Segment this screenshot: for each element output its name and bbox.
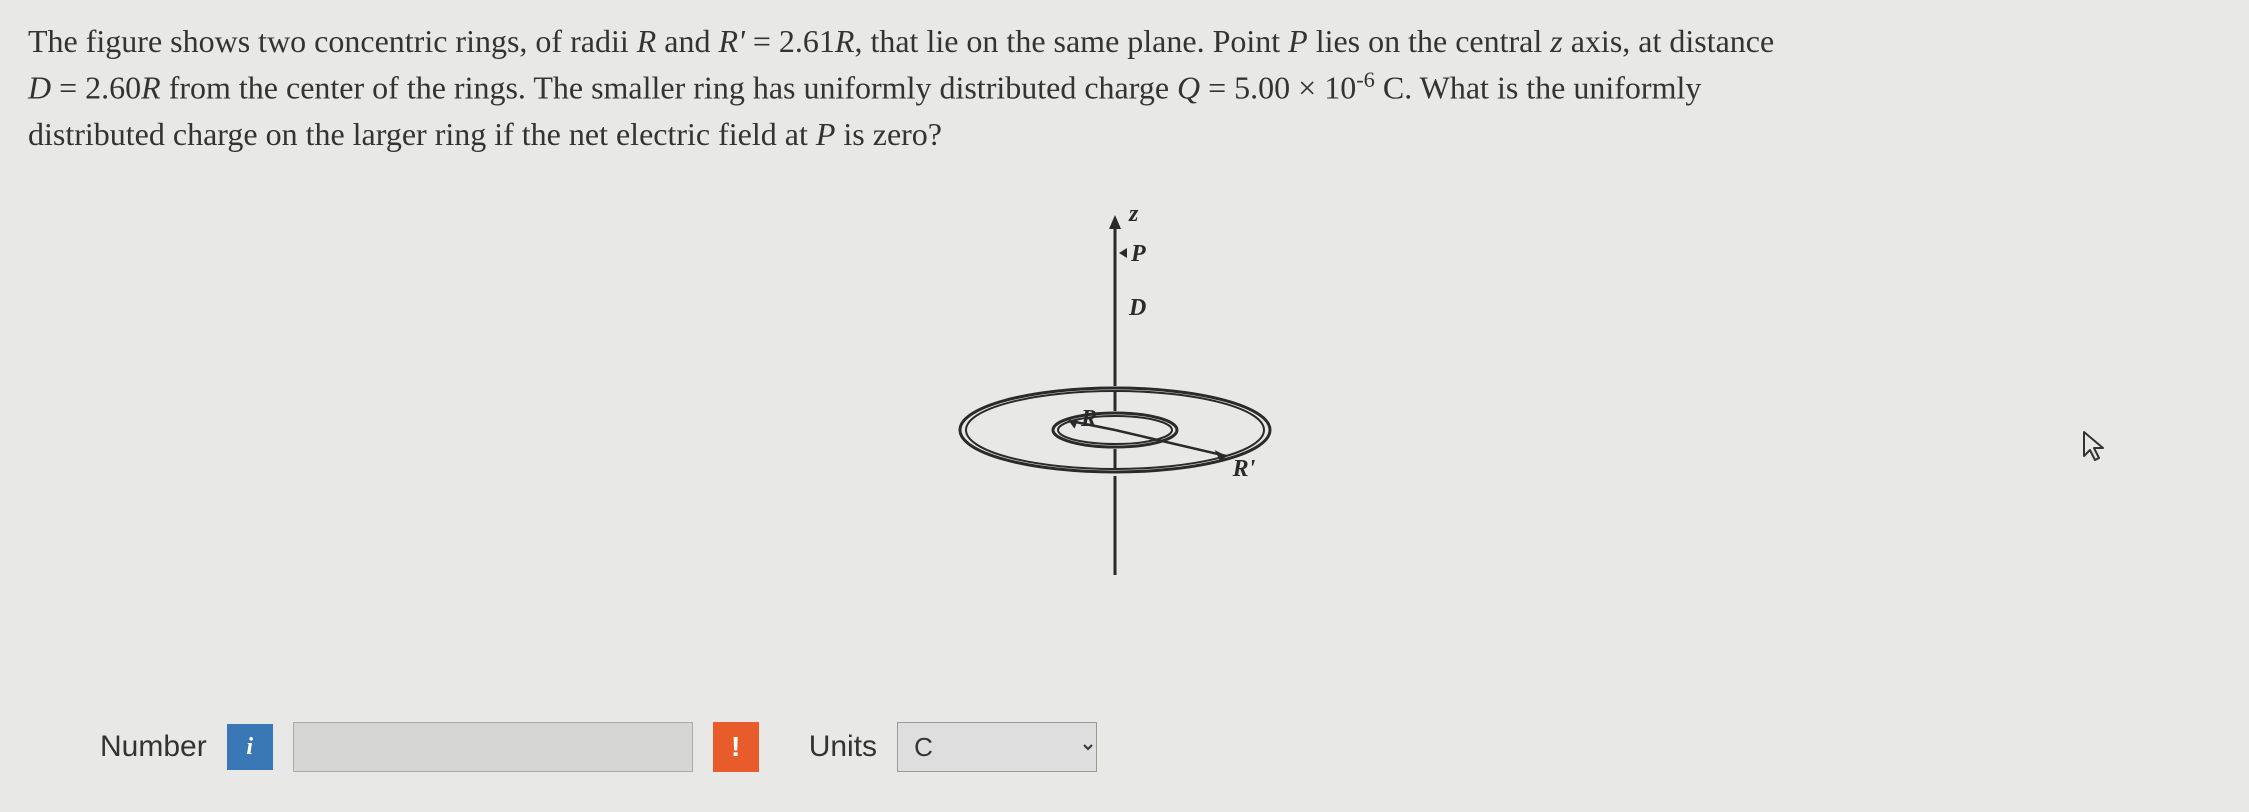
text: distributed charge on the larger ring if… xyxy=(28,116,816,152)
text: = 5.00 × 10 xyxy=(1200,70,1356,106)
text: The figure shows two concentric rings, o… xyxy=(28,23,637,59)
text: , that lie on the same plane. Point xyxy=(854,23,1288,59)
exponent: -6 xyxy=(1356,67,1375,92)
cursor-icon xyxy=(2081,430,2109,464)
text: from the center of the rings. The smalle… xyxy=(161,70,1177,106)
svg-text:R': R' xyxy=(1231,456,1255,482)
var-R: R xyxy=(835,23,855,59)
answer-row: Number i ! Units C xyxy=(100,722,1097,772)
problem-statement: The figure shows two concentric rings, o… xyxy=(0,0,2249,158)
units-select[interactable]: C xyxy=(897,722,1097,772)
text: is zero? xyxy=(835,116,942,152)
var-Rprime: R' xyxy=(718,23,744,59)
svg-text:z: z xyxy=(1128,201,1139,227)
svg-text:P: P xyxy=(1130,241,1146,267)
text: C. What is the uniformly xyxy=(1375,70,1701,106)
var-R: R xyxy=(141,70,161,106)
var-P: P xyxy=(816,116,836,152)
text: = 2.60 xyxy=(51,70,141,106)
var-D: D xyxy=(28,70,51,106)
figure: zP D R R' xyxy=(0,175,2249,615)
var-R: R xyxy=(637,23,657,59)
text: = 2.61 xyxy=(745,23,835,59)
var-z: z xyxy=(1550,23,1562,59)
number-input[interactable] xyxy=(293,722,693,772)
var-P: P xyxy=(1288,23,1308,59)
units-label: Units xyxy=(809,730,877,764)
warning-icon: ! xyxy=(713,722,759,772)
text: lies on the central xyxy=(1308,23,1551,59)
rings-diagram: zP D R R' xyxy=(945,195,1305,595)
var-Q: Q xyxy=(1177,70,1200,106)
info-icon[interactable]: i xyxy=(227,724,273,770)
svg-text:R: R xyxy=(1080,406,1097,432)
text: axis, at distance xyxy=(1563,23,1774,59)
number-label: Number xyxy=(100,730,207,764)
svg-text:D: D xyxy=(1128,295,1146,321)
text: and xyxy=(656,23,718,59)
